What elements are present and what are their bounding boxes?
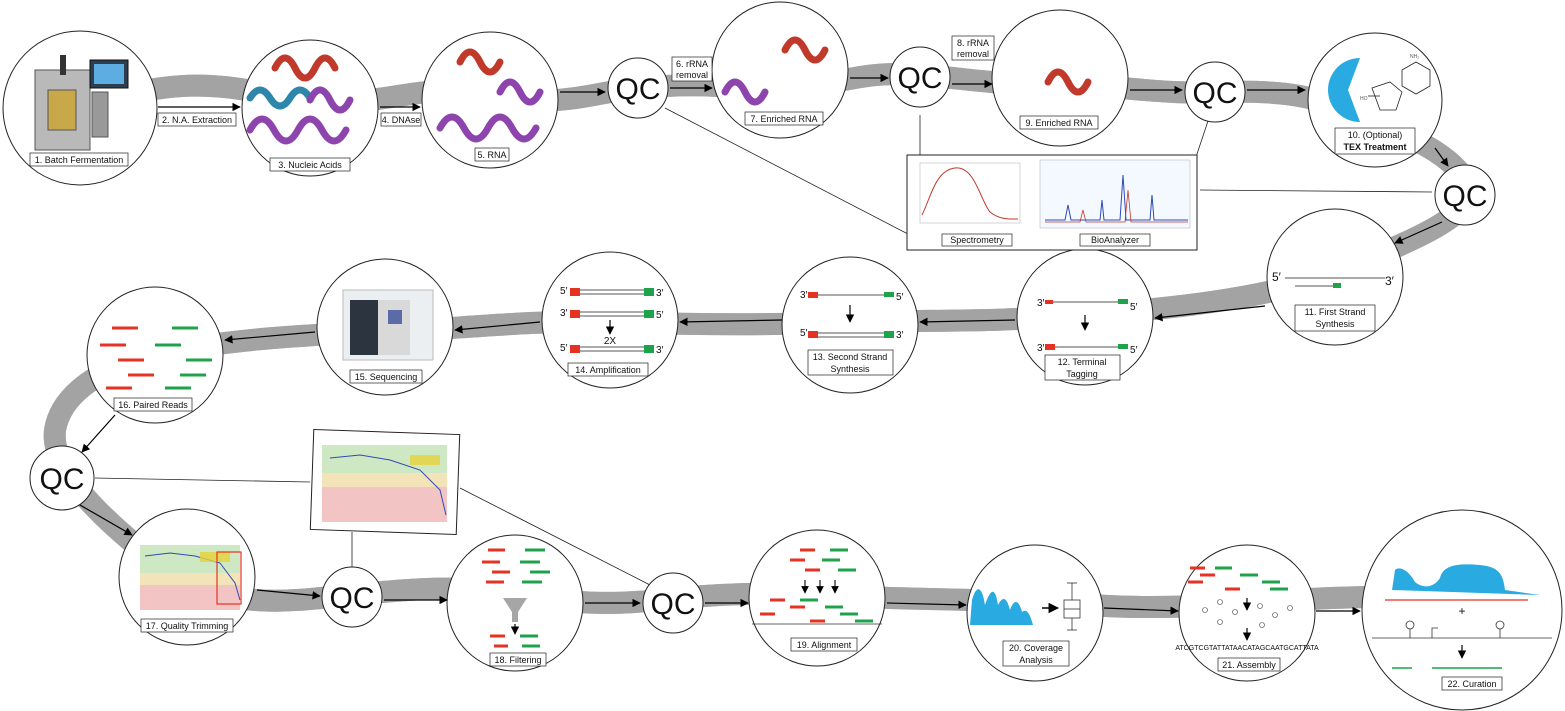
label-rna: 5. RNA [477, 150, 506, 160]
qc-label: QC [1193, 77, 1238, 110]
curation-plus: + [1458, 604, 1465, 618]
prime-label: 5′ [800, 328, 808, 339]
qc-label: QC [651, 588, 696, 621]
fermenter-illustration [34, 55, 129, 151]
prime-label: 5′ [896, 292, 904, 303]
qc-inset-panel: Spectrometry BioAnalyzer [906, 154, 1198, 251]
svg-text:NH₂: NH₂ [1410, 54, 1419, 60]
label-first-strand-1: 11. First Strand [1305, 307, 1366, 317]
label-assembly: 21. Assembly [1222, 660, 1276, 670]
label-coverage-2: Analysis [1019, 655, 1053, 665]
prime-label: 3′ [1037, 343, 1045, 354]
flow-arrows [79, 73, 1449, 616]
paired-reads-illustration [100, 326, 212, 390]
prime-3-first-strand: 3′ [1385, 274, 1395, 288]
curation-illustration: + [1372, 564, 1552, 669]
sequencer-photo [342, 289, 434, 361]
terminal-tagging-illustration: 3′ 5′ 3′ 5′ [1037, 298, 1138, 356]
qc-label: QC [616, 73, 661, 106]
label-curation: 22. Curation [1447, 679, 1496, 689]
label-tex-2: TEX Treatment [1343, 142, 1406, 152]
label-filtering: 18. Filtering [494, 655, 541, 665]
label-sequencing: 15. Sequencing [355, 372, 418, 382]
label-rrna-removal-1: 6. rRNA [676, 59, 708, 69]
label-first-strand-2: Synthesis [1315, 319, 1355, 329]
qc-label: QC [330, 582, 375, 615]
label-na-extraction: 2. N.A. Extraction [162, 115, 232, 125]
qc-connector-lines [94, 107, 1433, 586]
nucleic-acid-helices [246, 36, 1092, 145]
prime-label: 5′ [1130, 302, 1138, 313]
label-nucleic-acids: 3. Nucleic Acids [278, 160, 342, 170]
quality-trimming-inset [140, 545, 242, 610]
svg-text:HO: HO [1360, 96, 1368, 102]
prime-label: 5′ [656, 310, 664, 321]
label-second-strand-1: 13. Second Strand [813, 352, 888, 362]
label-coverage-1: 20. Coverage [1009, 643, 1063, 653]
prime-label: 5′ [560, 286, 568, 297]
prime-label: 3′ [896, 330, 904, 341]
assembly-illustration: ATCGTCGTATTATAACATAGCAATGCATTATA [1175, 566, 1319, 652]
prime-label: 3′ [800, 290, 808, 301]
qc-label: QC [898, 62, 943, 95]
qc-label: QC [1443, 180, 1488, 213]
tex-enzyme-illustration: HO NH₂ [1328, 54, 1431, 122]
bioanalyzer-label: BioAnalyzer [1091, 235, 1139, 245]
prime-label: 3′ [1037, 298, 1045, 309]
label-terminal-1: 12. Terminal [1058, 357, 1107, 367]
label-tex-1: 10. (Optional) [1348, 130, 1403, 140]
qc-label: QC [40, 463, 85, 496]
label-rrna-removal-2: 8. rRNA [957, 38, 989, 48]
second-strand-illustration: 3′ 5′ 5′ 3′ [800, 290, 904, 341]
label-rrna-removal-1b: removal [676, 70, 708, 80]
prime-5-first-strand: 5′ [1272, 270, 1282, 284]
first-strand-illustration: 5′ 3′ [1272, 270, 1395, 288]
label-quality-trimming: 17. Quality Trimming [146, 621, 229, 631]
amplification-factor: 2X [604, 336, 617, 347]
label-enriched-rna-7: 7. Enriched RNA [750, 114, 817, 124]
filtering-illustration [482, 548, 550, 648]
prime-label: 3′ [656, 288, 664, 299]
label-dnase: 4. DNAse [382, 115, 421, 125]
label-alignment: 19. Alignment [797, 640, 852, 650]
prime-label: 5′ [1130, 345, 1138, 356]
amplification-illustration: 5′ 3′ 3′ 5′ 2X 5′ 3′ [560, 286, 664, 356]
label-paired-reads: 16. Paired Reads [118, 400, 188, 410]
coverage-illustration [970, 582, 1081, 631]
prime-label: 3′ [656, 345, 664, 356]
label-rrna-removal-2b: removal [957, 49, 989, 59]
label-second-strand-2: Synthesis [830, 364, 870, 374]
assembly-sequence: ATCGTCGTATTATAACATAGCAATGCATTATA [1175, 645, 1319, 652]
fastqc-inset [309, 428, 461, 536]
alignment-illustration [752, 548, 882, 625]
prime-label: 5′ [560, 343, 568, 354]
label-enriched-rna-9: 9. Enriched RNA [1025, 118, 1092, 128]
label-batch-fermentation: 1. Batch Fermentation [35, 155, 124, 165]
spectrometry-label: Spectrometry [950, 235, 1004, 245]
step-labels: 1. Batch Fermentation 2. N.A. Extraction… [29, 35, 1503, 691]
label-amplification: 14. Amplification [575, 365, 641, 375]
label-terminal-2: Tagging [1066, 369, 1098, 379]
prime-label: 3′ [560, 308, 568, 319]
qc-labels: QC QC QC QC QC QC QC [40, 62, 1488, 621]
